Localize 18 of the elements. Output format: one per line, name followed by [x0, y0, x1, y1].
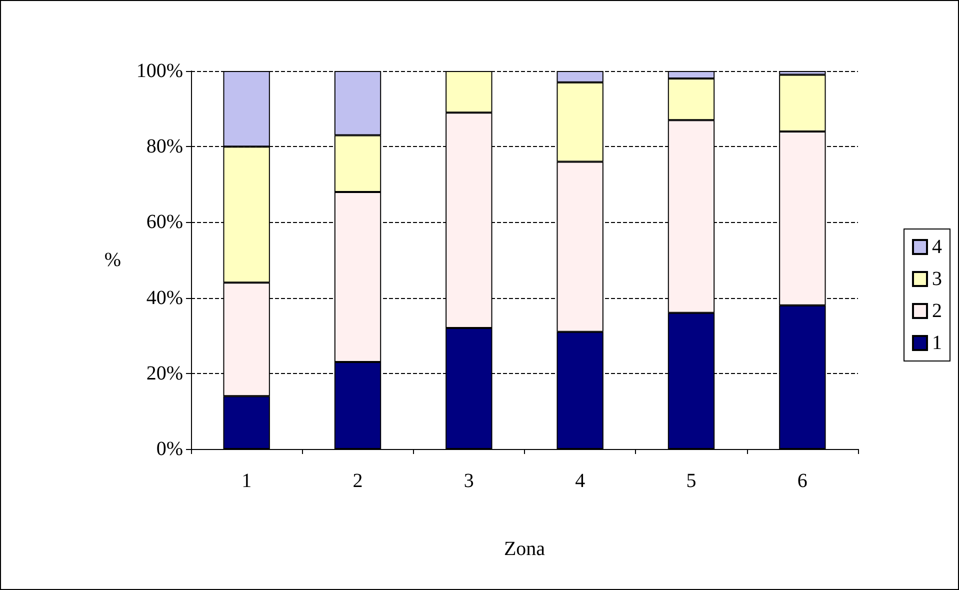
x-tick-label: 5 — [686, 470, 696, 492]
y-tick-label: 100% — [136, 60, 183, 82]
x-tick-label: 1 — [242, 470, 252, 492]
legend-label: 4 — [932, 236, 942, 258]
legend-label: 1 — [932, 332, 942, 354]
y-tick-label: 60% — [146, 211, 183, 234]
y-tick-label: 40% — [146, 286, 183, 309]
x-axis-title: Zona — [504, 538, 546, 560]
y-tick-label: 80% — [146, 136, 183, 158]
y-tick-label: 0% — [156, 438, 183, 460]
x-tick-label: 4 — [575, 470, 586, 492]
x-tick-label: 3 — [464, 470, 474, 492]
legend-label: 2 — [932, 300, 942, 322]
y-tick-label: 20% — [146, 362, 183, 384]
x-tick-label: 6 — [797, 470, 808, 492]
y-axis-title: % — [104, 249, 121, 271]
legend-label: 3 — [932, 268, 942, 290]
x-tick-label: 2 — [352, 470, 363, 492]
